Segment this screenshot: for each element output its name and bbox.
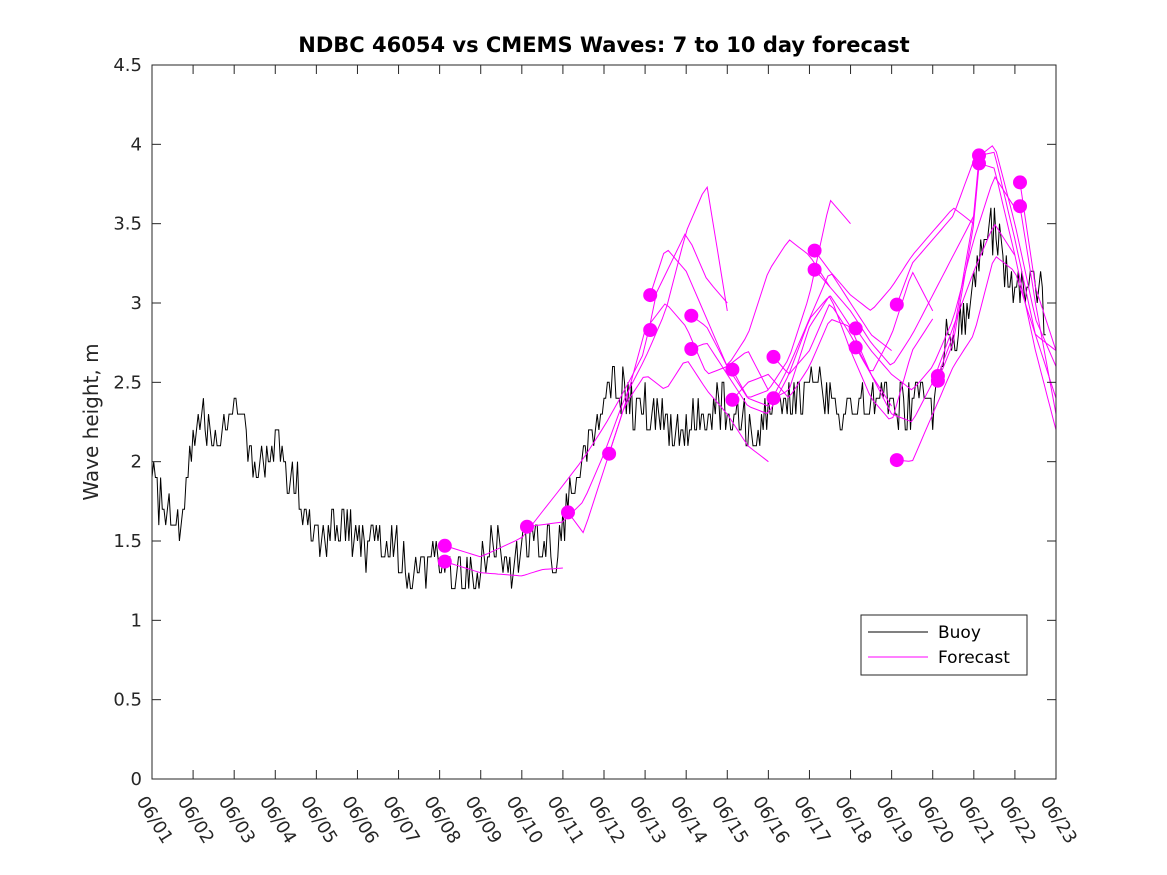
y-tick-label: 2 <box>131 452 142 473</box>
forecast-marker <box>561 505 575 520</box>
forecast-line-5 <box>608 303 769 454</box>
forecast-line-3 <box>526 185 728 528</box>
y-tick-label: 0 <box>131 769 142 790</box>
y-axis: 0 0.5 1 1.5 2 2.5 3 3.5 4 4.5 <box>113 55 1056 790</box>
y-tick-label: 3 <box>131 293 142 314</box>
forecast-marker <box>684 342 699 356</box>
forecast-line-8 <box>691 295 851 415</box>
forecast-marker <box>930 373 945 388</box>
forecast-line-14 <box>814 215 975 366</box>
forecast-line-4 <box>567 361 769 534</box>
y-tick-label: 4.5 <box>113 55 142 76</box>
forecast-line-2 <box>444 561 563 577</box>
legend-label-buoy: Buoy <box>938 623 981 643</box>
forecast-marker <box>848 340 863 355</box>
y-tick-label: 3.5 <box>113 214 142 235</box>
forecast-marker <box>766 391 781 406</box>
forecast-line-18 <box>896 256 1057 462</box>
forecast-line-13 <box>814 207 975 311</box>
forecast-marker <box>520 519 534 534</box>
forecast-marker <box>889 297 904 312</box>
y-tick-label: 1.5 <box>113 531 142 552</box>
chart-title: NDBC 46054 vs CMEMS Waves: 7 to 10 day f… <box>298 33 909 57</box>
forecast-line-1 <box>444 233 728 558</box>
forecast-marker <box>889 453 904 468</box>
forecast-line-15 <box>855 176 1016 391</box>
legend-box <box>860 614 1028 676</box>
forecast-marker <box>807 262 822 277</box>
forecast-marker <box>848 321 863 336</box>
forecast-marker <box>684 308 699 323</box>
forecast-marker <box>437 538 452 553</box>
legend-label-forecast: Forecast <box>938 648 1010 668</box>
forecast-line-12 <box>773 295 934 420</box>
forecast-marker <box>972 156 986 171</box>
y-tick-label: 4 <box>131 134 142 155</box>
legend: Buoy Forecast <box>860 614 1028 676</box>
forecast-marker <box>437 554 452 569</box>
buoy-line <box>151 207 1046 590</box>
forecast-marker <box>807 243 822 258</box>
forecast-marker <box>1013 199 1027 214</box>
y-tick-label: 2.5 <box>113 372 142 393</box>
forecast-marker <box>1013 175 1027 190</box>
forecast-line-20 <box>937 162 1057 431</box>
y-tick-label: 1 <box>131 610 142 631</box>
forecast-marker <box>725 392 740 407</box>
forecast-marker <box>643 323 658 337</box>
forecast-line-10 <box>732 319 893 407</box>
forecast-line-11 <box>773 271 934 375</box>
forecast-marker <box>602 446 617 461</box>
forecast-line-9 <box>731 273 892 407</box>
y-tick-label: 0.5 <box>113 690 142 711</box>
forecast-line-22 <box>1019 206 1057 415</box>
forecast-line-19 <box>937 151 1057 377</box>
forecast-line-7 <box>691 199 851 398</box>
forecast-line-6 <box>649 239 831 366</box>
forecast-marker <box>643 288 658 303</box>
forecast-marker <box>725 362 740 377</box>
y-axis-label: Wave height, m <box>79 343 103 500</box>
forecast-line-21 <box>1019 182 1057 351</box>
forecast-marker <box>766 349 781 364</box>
series-layer <box>151 145 1057 590</box>
